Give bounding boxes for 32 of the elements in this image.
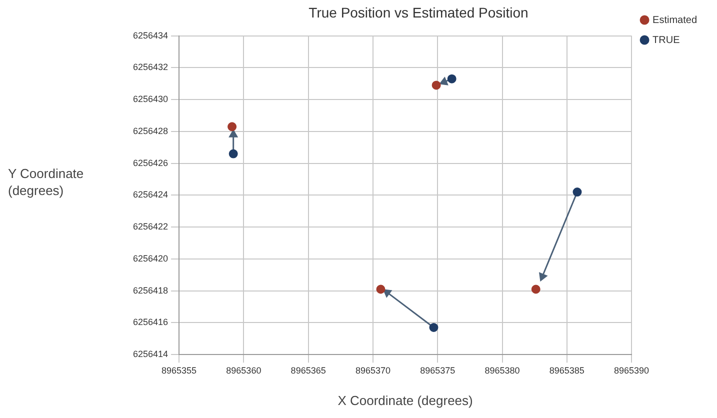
point: [376, 284, 386, 294]
y-axis-title: Y Coordinate (degrees): [8, 165, 85, 199]
y-tick-label: 6256428: [132, 126, 168, 136]
chart-title: True Position vs Estimated Position: [308, 4, 528, 20]
x-axis-title: X Coordinate (degrees): [338, 392, 473, 408]
y-tick-label: 6256416: [132, 317, 168, 328]
x-tick-label: 8965370: [355, 365, 390, 376]
point: [572, 188, 582, 197]
x-tick-label: 8965385: [549, 365, 584, 376]
point: [228, 122, 237, 132]
point: [531, 284, 540, 294]
y-tick-label: 6256424: [132, 190, 168, 200]
x-tick-label: 8965380: [484, 365, 520, 376]
point: [228, 149, 238, 158]
y-tick-label: 6256426: [132, 158, 168, 168]
y-tick-label: 6256418: [132, 285, 168, 296]
x-tick-label: 8965365: [290, 365, 326, 376]
x-tick-label: 8965360: [226, 365, 262, 376]
y-tick-label: 6256432: [132, 62, 168, 72]
y-tick-label: 6256430: [132, 94, 168, 104]
x-tick-label: 8965375: [420, 365, 456, 376]
legend-label: Estimated: [652, 14, 698, 26]
y-tick-label: 6256420: [132, 253, 168, 264]
point: [447, 74, 456, 84]
x-tick-label: 8965355: [162, 365, 197, 376]
x-tick-label: 8965390: [614, 365, 650, 376]
point: [429, 323, 438, 332]
point: [432, 80, 441, 90]
y-tick-label: 6256434: [132, 30, 168, 40]
y-tick-label: 6256422: [132, 222, 168, 232]
y-tick-label: 6256414: [132, 349, 168, 360]
legend-label: TRUE: [652, 34, 680, 46]
